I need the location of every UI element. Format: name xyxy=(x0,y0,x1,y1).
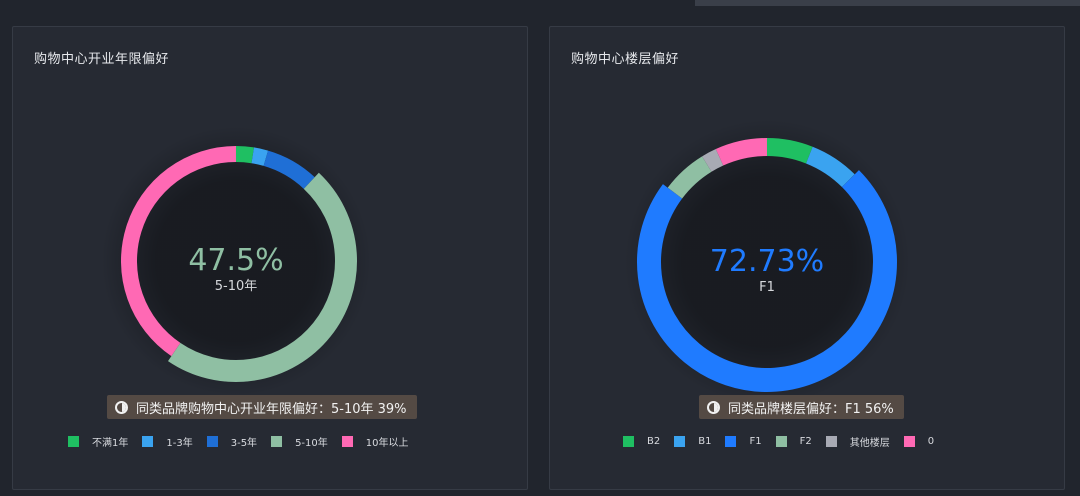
donut-slice-B2[interactable] xyxy=(766,138,813,164)
donut-slice-不满1年[interactable] xyxy=(235,146,254,164)
donut-chart-opening-years: 47.5%5-10年 xyxy=(101,126,371,396)
legend-item[interactable]: B1 xyxy=(674,436,711,447)
legend-item[interactable]: B2 xyxy=(623,436,660,447)
panel-title: 购物中心开业年限偏好 xyxy=(34,52,170,67)
legend-swatch xyxy=(725,436,737,447)
legend-item[interactable]: 其他楼层 xyxy=(825,434,890,449)
donut-slice-F1[interactable] xyxy=(637,170,897,392)
legend-label: 5-10年 xyxy=(295,438,328,449)
legend-item[interactable]: 3-5年 xyxy=(206,434,258,449)
donut-slice-B1[interactable] xyxy=(805,146,855,188)
donut-slice-1-3年[interactable] xyxy=(251,147,269,166)
donut-slice-3-5年[interactable] xyxy=(263,150,315,190)
preference-note: 同类品牌购物中心开业年限偏好：5-10年 39% xyxy=(107,395,417,419)
preference-note: 同类品牌楼层偏好：F1 56% xyxy=(699,395,904,419)
legend-swatch xyxy=(341,436,353,447)
legend-swatch xyxy=(68,436,79,447)
top-scrollbar[interactable] xyxy=(695,0,1080,6)
half-circle-icon xyxy=(115,400,128,414)
legend-swatch xyxy=(775,436,787,447)
legend-item[interactable]: 10年以上 xyxy=(341,434,409,449)
legend-swatch xyxy=(623,436,634,447)
legend-swatch xyxy=(142,436,154,447)
legend-item[interactable]: 5-10年 xyxy=(271,434,328,449)
donut-glow xyxy=(624,119,910,405)
donut-chart-floor: 72.73%F1 xyxy=(624,119,910,405)
center-value: 72.73% xyxy=(710,244,824,279)
legend-label: 不满1年 xyxy=(92,438,129,449)
legend-swatch xyxy=(206,436,218,447)
legend-label: F1 xyxy=(749,436,762,447)
donut-slice-5-10年[interactable] xyxy=(168,172,357,382)
legend-label: B1 xyxy=(698,436,712,447)
legend-item[interactable]: F2 xyxy=(775,436,812,447)
chart-panel-floor: 购物中心楼层偏好 72.73% F1 同类品牌楼层偏好：F1 56% B2 B1 F1… xyxy=(549,26,1065,490)
chart-legend: B2 B1 F1 F2 其他楼层 0 xyxy=(623,434,948,449)
legend-item[interactable]: F1 xyxy=(725,436,762,447)
center-label: 5-10年 xyxy=(215,279,258,294)
legend-label: F2 xyxy=(799,436,812,447)
legend-swatch xyxy=(903,436,915,447)
preference-note-text: 同类品牌楼层偏好：F1 56% xyxy=(728,401,894,417)
donut-slice-0[interactable] xyxy=(715,138,768,166)
preference-note-text: 同类品牌购物中心开业年限偏好：5-10年 39% xyxy=(136,401,407,417)
legend-item[interactable]: 0 xyxy=(903,436,935,447)
center-value: 47.5% xyxy=(188,243,283,278)
legend-label: 3-5年 xyxy=(230,438,258,449)
half-circle-icon xyxy=(707,400,720,414)
chart-legend: 不满1年 1-3年 3-5年 5-10年 10年以上 xyxy=(68,434,423,449)
panel-title: 购物中心楼层偏好 xyxy=(571,52,680,67)
legend-label: 10年以上 xyxy=(365,438,409,449)
donut-glow xyxy=(101,126,371,396)
donut-slice-其他楼层[interactable] xyxy=(702,149,724,172)
legend-swatch xyxy=(271,436,283,447)
legend-swatch xyxy=(674,436,686,447)
center-label: F1 xyxy=(759,280,775,295)
legend-label: B2 xyxy=(647,436,661,447)
legend-item[interactable]: 不满1年 xyxy=(68,434,128,449)
donut-slice-F2[interactable] xyxy=(667,156,712,199)
legend-label: 其他楼层 xyxy=(849,438,890,449)
legend-swatch xyxy=(825,436,837,447)
legend-label: 1-3年 xyxy=(166,438,193,449)
legend-label: 0 xyxy=(927,436,935,447)
donut-slice-10年以上[interactable] xyxy=(121,146,237,357)
chart-panel-opening-years: 购物中心开业年限偏好 47.5% 5-10年 同类品牌购物中心开业年限偏好：5-1… xyxy=(12,26,528,490)
legend-item[interactable]: 1-3年 xyxy=(142,434,193,449)
